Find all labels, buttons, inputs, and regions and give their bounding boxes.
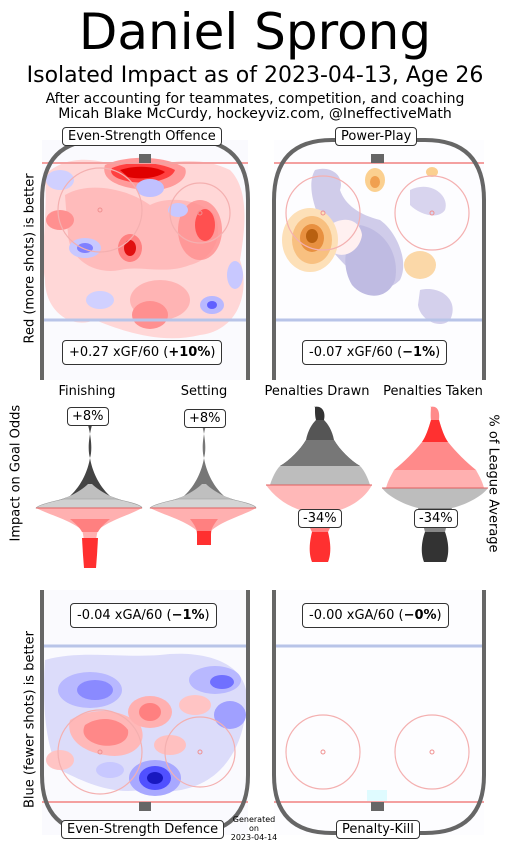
penalty-kill-rink [272, 590, 486, 835]
defence-axis-label: Blue (fewer shots) is better [22, 631, 38, 808]
setting-value: +8% [184, 409, 226, 428]
penalties-drawn-violin [266, 406, 372, 562]
power-play-label: Power-Play [335, 127, 418, 146]
power-play-stat: -0.07 xGF/60 (−1%) [302, 340, 448, 365]
finishing-value: +8% [67, 407, 109, 426]
penalties-drawn-label: Penalties Drawn [264, 384, 370, 399]
es-defence-heatmap [43, 653, 247, 796]
penalties-taken-value: -34% [414, 509, 458, 528]
penalties-drawn-value: -34% [298, 509, 342, 528]
penalty-kill-label: Penalty-Kill [336, 820, 420, 839]
es-offence-heatmap [43, 157, 245, 339]
finishing-violin [35, 425, 143, 568]
offence-axis-label: Red (more shots) is better [22, 173, 38, 344]
penalty-kill-stat: -0.00 xGA/60 (−0%) [302, 603, 449, 628]
generated-note: Generated on 2023-04-14 [230, 815, 278, 842]
power-play-heatmap [282, 167, 453, 325]
player-name: Daniel Sprong [78, 3, 432, 61]
byline-context: After accounting for teammates, competit… [45, 91, 465, 107]
goal-odds-axis-label: Impact on Goal Odds [8, 404, 24, 542]
setting-label: Setting [180, 384, 228, 399]
finishing-label: Finishing [58, 384, 116, 399]
es-offence-stat: +0.27 xGF/60 (+10%) [62, 340, 223, 365]
penalties-taken-violin [382, 406, 488, 562]
league-average-axis-label: % of League Average [485, 414, 501, 553]
setting-violin [149, 425, 257, 547]
penalties-taken-label: Penalties Taken [383, 384, 483, 399]
es-defence-rink [40, 590, 250, 835]
es-defence-label: Even-Strength Defence [61, 820, 225, 839]
es-defence-stat: -0.04 xGA/60 (−1%) [70, 603, 217, 628]
byline-author: Micah Blake McCurdy, hockeyviz.com, @Ine… [58, 106, 452, 122]
subtitle: Isolated Impact as of 2023-04-13, Age 26 [26, 63, 484, 88]
es-offence-label: Even-Strength Offence [62, 127, 222, 146]
